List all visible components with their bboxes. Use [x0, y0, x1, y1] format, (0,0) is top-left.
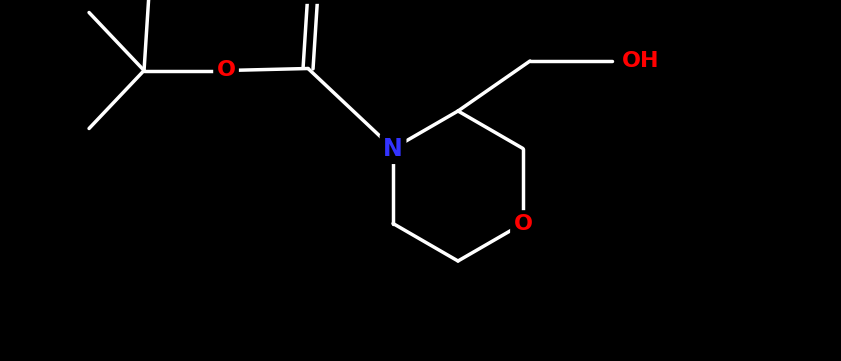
Text: N: N: [383, 136, 403, 161]
Text: OH: OH: [622, 51, 659, 71]
Text: O: O: [216, 61, 235, 81]
Text: O: O: [514, 213, 532, 234]
